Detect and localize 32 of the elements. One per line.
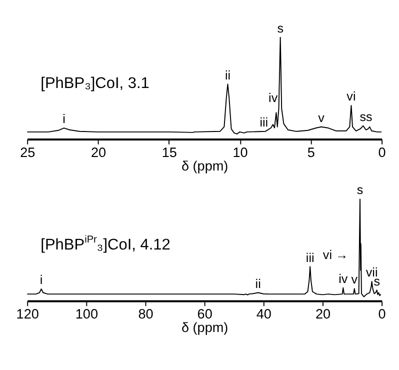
x-axis-title: δ (ppm) xyxy=(181,320,228,336)
x-tick-label: 0 xyxy=(378,144,386,160)
x-tick-label: 20 xyxy=(90,144,106,160)
x-tick-label: 0 xyxy=(378,306,386,322)
annotation: ii xyxy=(255,276,261,291)
x-tick-label: 80 xyxy=(138,306,154,322)
x-tick-label: 60 xyxy=(197,306,212,322)
x-tick-label: 5 xyxy=(307,144,315,160)
text: [PhBP₃]CoI, 3.1 xyxy=(40,74,150,92)
annotation: vi → xyxy=(322,248,348,262)
x-tick-label: 10 xyxy=(232,144,248,160)
annotation: s xyxy=(277,22,284,36)
annotation: iii xyxy=(260,116,268,130)
annotation: v xyxy=(318,110,326,125)
x-axis-title: δ (ppm) xyxy=(181,158,228,174)
x-tick-label: 15 xyxy=(162,144,177,160)
annotation: s xyxy=(356,183,364,198)
x-tick-label: 20 xyxy=(315,306,331,322)
annotation: iii xyxy=(306,250,314,265)
x-tick-label: 25 xyxy=(20,144,36,160)
annotation: v xyxy=(351,272,358,287)
x-tick-label: 120 xyxy=(16,306,39,322)
annotation: i xyxy=(62,112,66,126)
annotation: vi xyxy=(346,90,356,104)
x-tick-label: 40 xyxy=(256,306,272,322)
annotation: ii xyxy=(224,68,231,82)
annotation: ss xyxy=(360,110,372,124)
annotation: iv xyxy=(338,272,348,286)
annotation: vii xyxy=(366,266,378,280)
annotation: i xyxy=(40,273,43,288)
x-tick-label: 100 xyxy=(75,306,98,322)
annotation: iv xyxy=(268,91,278,106)
